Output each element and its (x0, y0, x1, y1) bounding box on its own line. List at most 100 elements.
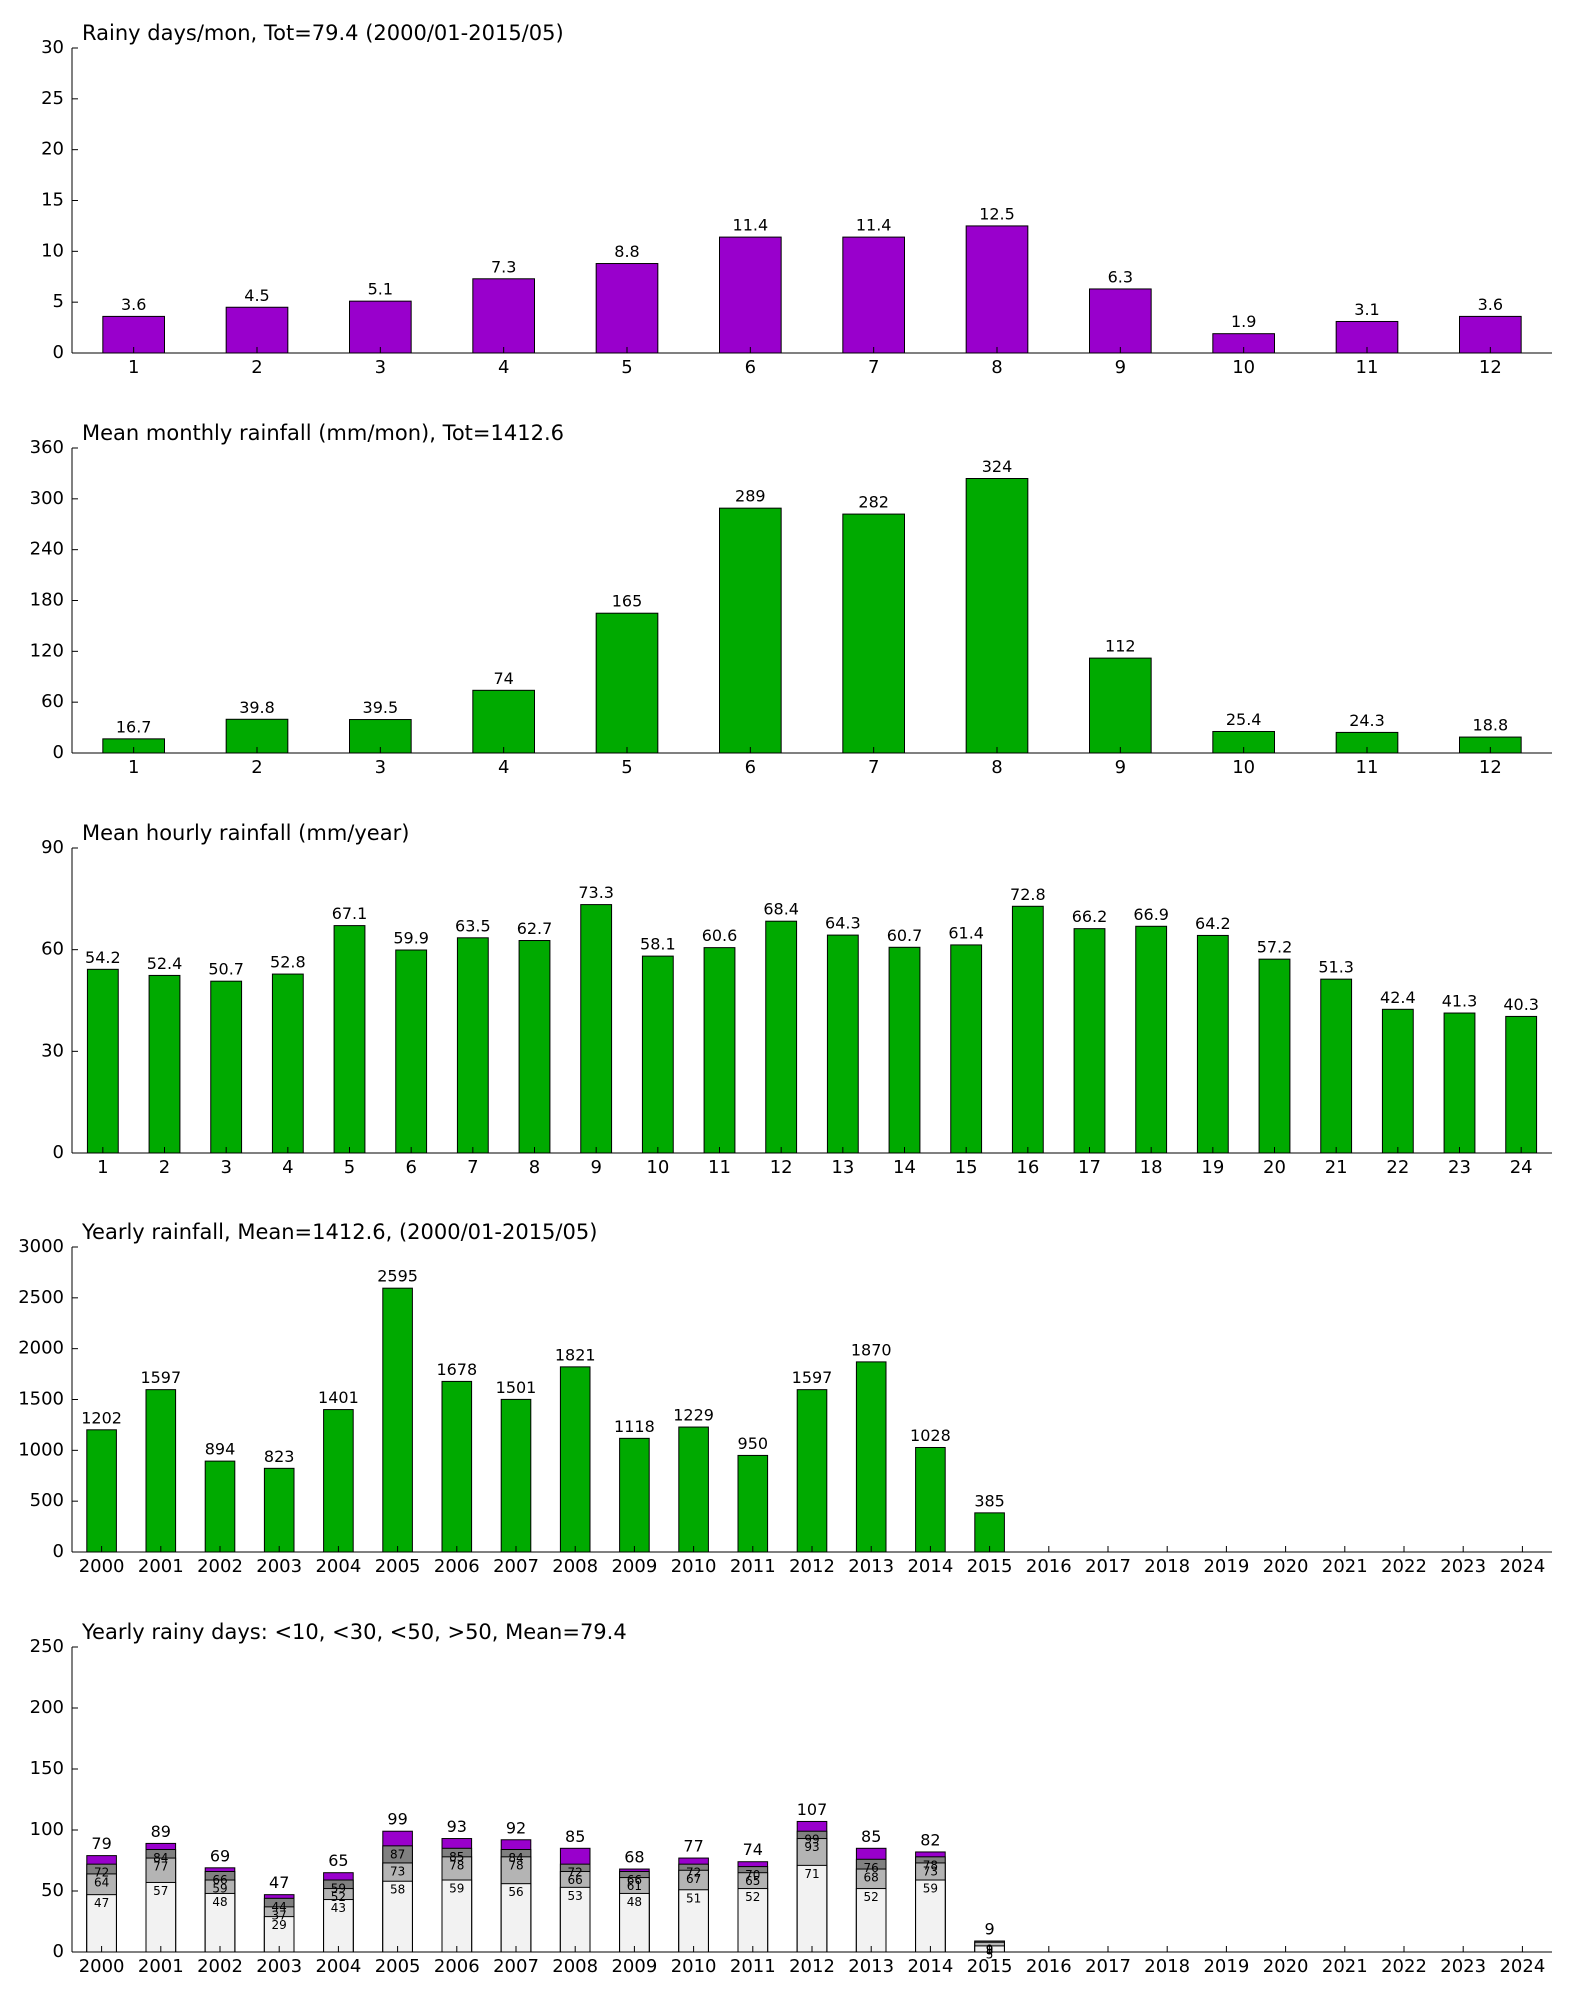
x-tick-label: 2016 (1026, 1556, 1072, 1577)
y-tick-label: 1000 (18, 1439, 64, 1460)
value-label: 68.4 (763, 900, 799, 919)
y-tick-label: 10 (41, 240, 64, 261)
bar (595, 263, 659, 354)
bar (395, 949, 428, 1154)
segment-label: 66 (627, 1873, 642, 1887)
x-tick-label: 24 (1510, 1157, 1533, 1178)
x-tick-label: 16 (1016, 1157, 1039, 1178)
value-label: 4.5 (244, 286, 269, 305)
bar (204, 1460, 236, 1553)
value-label: 66.2 (1072, 907, 1108, 926)
value-label: 3.1 (1354, 300, 1379, 319)
bar (965, 225, 1029, 354)
value-label: 25.4 (1226, 710, 1262, 729)
x-tick-label: 15 (955, 1157, 978, 1178)
x-tick-label: 1 (128, 357, 139, 378)
x-tick-label: 2 (251, 757, 262, 778)
value-label: 5.1 (368, 280, 393, 299)
x-tick-label: 2017 (1085, 1956, 1131, 1977)
value-label: 67.1 (332, 904, 368, 923)
value-label: 57.2 (1257, 938, 1293, 957)
segment-label: 93 (804, 1840, 819, 1854)
value-label: 1229 (673, 1406, 714, 1425)
y-tick-label: 240 (30, 539, 64, 560)
x-tick-label: 2021 (1322, 1556, 1368, 1577)
y-tick-label: 5 (53, 291, 64, 312)
x-tick-label: 5 (344, 1157, 355, 1178)
bar (842, 236, 905, 354)
x-tick-label: 4 (498, 757, 509, 778)
x-tick-label: 9 (1115, 757, 1126, 778)
segment-label: 70 (745, 1868, 760, 1882)
value-label: 89 (151, 1822, 171, 1841)
value-label: 65 (328, 1851, 348, 1870)
x-tick-label: 3 (220, 1157, 231, 1178)
bar (974, 1512, 1005, 1553)
segment-label: 64 (94, 1875, 109, 1889)
bar (145, 1389, 177, 1553)
x-tick-label: 2011 (730, 1956, 776, 1977)
x-tick-label: 2015 (967, 1956, 1013, 1977)
value-label: 52.8 (270, 953, 306, 972)
value-label: 79 (91, 1834, 111, 1853)
x-tick-label: 2024 (1499, 1556, 1545, 1577)
segment-label: 59 (923, 1882, 938, 1896)
segment-label: 78 (508, 1858, 523, 1872)
bar (382, 1880, 413, 1953)
value-label: 1202 (81, 1408, 122, 1427)
x-tick-label: 10 (646, 1157, 669, 1178)
value-label: 52.4 (147, 954, 183, 973)
bar (915, 1446, 946, 1553)
bar (441, 1380, 473, 1553)
segment-label: 72 (568, 1866, 583, 1880)
x-tick-label: 2000 (79, 1956, 125, 1977)
segment-label: 56 (508, 1885, 523, 1899)
bar (86, 968, 119, 1154)
segment-label: 99 (804, 1833, 819, 1847)
bar (86, 1894, 117, 1953)
segment-label: 66 (212, 1873, 227, 1887)
segment-label: 57 (153, 1884, 168, 1898)
segment-label: 84 (508, 1851, 523, 1865)
x-tick-label: 9 (1115, 357, 1126, 378)
x-tick-label: 14 (893, 1157, 916, 1178)
x-tick-label: 2 (159, 1157, 170, 1178)
bar (559, 1366, 591, 1553)
x-tick-label: 2010 (671, 1956, 717, 1977)
x-tick-label: 2022 (1381, 1956, 1427, 1977)
x-tick-label: 2014 (907, 1956, 953, 1977)
value-label: 60.6 (702, 926, 738, 945)
value-label: 1597 (792, 1368, 833, 1387)
segment-label: 48 (627, 1895, 642, 1909)
x-tick-label: 2004 (315, 1556, 361, 1577)
x-tick-label: 2004 (315, 1956, 361, 1977)
value-label: 63.5 (455, 916, 491, 935)
x-tick-label: 2024 (1499, 1956, 1545, 1977)
bar (826, 934, 859, 1154)
value-label: 3.6 (121, 295, 146, 314)
x-tick-label: 5 (621, 357, 632, 378)
value-label: 1678 (436, 1360, 477, 1379)
y-tick-label: 500 (30, 1490, 64, 1511)
x-tick-label: 2009 (611, 1956, 657, 1977)
value-label: 24.3 (1349, 711, 1385, 730)
bar (619, 1437, 650, 1553)
x-tick-label: 2013 (848, 1556, 894, 1577)
x-tick-label: 2020 (1263, 1556, 1309, 1577)
x-tick-label: 2012 (789, 1956, 835, 1977)
x-tick-label: 3 (375, 357, 386, 378)
segment-label: 51 (686, 1891, 701, 1905)
x-tick-label: 9 (590, 1157, 601, 1178)
value-label: 1501 (496, 1378, 537, 1397)
segment-label: 85 (449, 1850, 464, 1864)
x-tick-label: 19 (1201, 1157, 1224, 1178)
x-tick-label: 2008 (552, 1956, 598, 1977)
value-label: 47 (269, 1873, 289, 1892)
segment-label: 44 (272, 1900, 287, 1914)
y-tick-label: 180 (30, 590, 64, 611)
x-tick-label: 11 (1356, 757, 1379, 778)
value-label: 72.8 (1010, 885, 1046, 904)
bar (225, 306, 289, 354)
value-label: 107 (797, 1800, 828, 1819)
bar (595, 612, 659, 754)
